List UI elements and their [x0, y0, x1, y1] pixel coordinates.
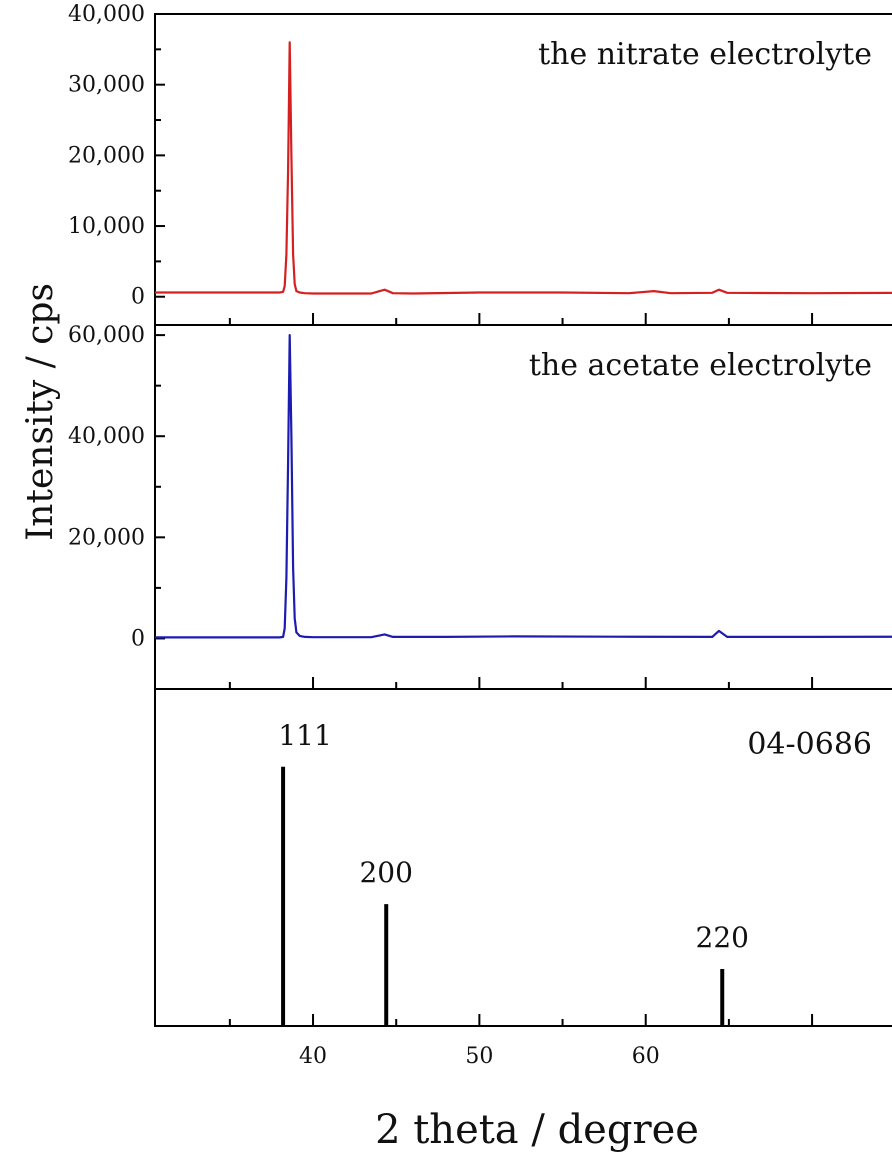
y-tick-label: 40,000: [68, 2, 145, 27]
y-tick-label: 0: [131, 285, 145, 310]
hkl-label: 111: [278, 719, 331, 752]
x-axis: 40 50 60: [299, 1044, 660, 1069]
series-line: [155, 334, 892, 639]
y-tick-label: 30,000: [68, 73, 145, 98]
series-line: [155, 41, 892, 295]
nitrate-panel: 0 10,000 20,000 30,000 40,000 the nitrate ele…: [68, 2, 892, 326]
acetate-panel: 0 20,000 40,000 60,000 the acetate electroly…: [68, 323, 892, 690]
x-tick-label: 50: [465, 1044, 493, 1069]
reference-panel: 11120022031104-0686: [154, 688, 892, 1027]
x-tick-label: 60: [632, 1044, 660, 1069]
y-tick-label: 20,000: [68, 143, 145, 168]
panel-annotation: the nitrate electrolyte: [538, 37, 872, 72]
hkl-label: 200: [359, 856, 412, 889]
panel-annotation: 04-0686: [747, 727, 872, 762]
y-tick-label: 10,000: [68, 214, 145, 239]
panel-frame: [154, 688, 892, 1027]
y-axis-label: Intensity / cps: [20, 283, 61, 541]
y-tick-label: 40,000: [68, 424, 145, 449]
y-tick-label: 60,000: [68, 323, 145, 348]
y-tick-label: 0: [131, 626, 145, 651]
x-axis-label: 2 theta / degree: [375, 1107, 699, 1153]
hkl-label: 220: [696, 921, 749, 954]
panel-annotation: the acetate electrolyte: [529, 348, 872, 383]
y-tick-label: 20,000: [68, 525, 145, 550]
x-tick-label: 40: [299, 1044, 327, 1069]
